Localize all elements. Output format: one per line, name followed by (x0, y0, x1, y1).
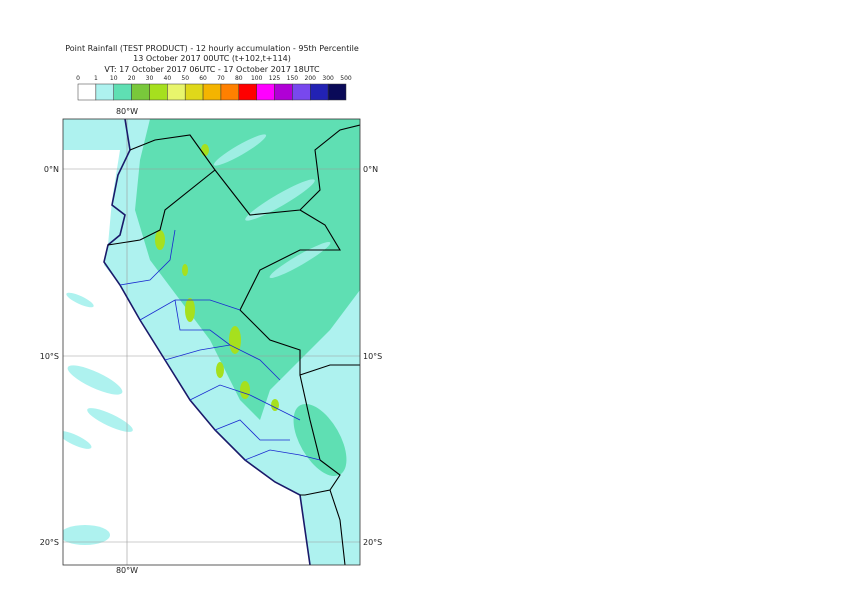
lat-label: 0°N (44, 165, 59, 174)
ocean-rain (63, 292, 360, 565)
lat-label: 10°S (40, 352, 59, 361)
colorbar-swatch (220, 83, 240, 101)
subtitle: 13 October 2017 00UTC (t+102,t+114) (133, 54, 291, 63)
subtitle: VT: 17 October 2017 06UTC - 17 October 2… (104, 65, 320, 74)
lat-label: 20°S (40, 538, 59, 547)
colorbar-label: 60 (199, 75, 207, 82)
heavy-rain (155, 144, 279, 411)
colorbar: 0 1 10 20 30 40 50 60 70 80 100 125 150 200 300 500 (76, 75, 352, 101)
region-borders (119, 229, 321, 461)
colorbar-label: 30 (146, 75, 154, 82)
colorbar-label: 20 (128, 75, 136, 82)
colorbar-swatch (310, 83, 329, 101)
colorbar-label: 100 (251, 75, 263, 82)
lon-label: 80°W (116, 566, 138, 575)
colorbar-swatch (113, 83, 132, 101)
rain-area (135, 119, 360, 477)
map-frame (62, 118, 361, 566)
colorbar-swatch (274, 83, 293, 101)
colorbar-swatch (256, 83, 275, 101)
colorbar-label: 10 (110, 75, 118, 82)
colorbar-label: 200 (305, 75, 317, 82)
colorbar-label: 50 (181, 75, 189, 82)
colorbar-swatch (131, 83, 150, 101)
colorbar-swatch (95, 83, 114, 101)
lon-label: 80°W (116, 107, 138, 116)
map (63, 119, 360, 565)
lat-label: 10°S (363, 352, 382, 361)
colorbar-label: 70 (217, 75, 225, 82)
rain-streaks (213, 134, 331, 279)
colorbar-label: 125 (269, 75, 281, 82)
colorbar-swatch (149, 83, 168, 101)
colorbar-swatch (327, 83, 347, 101)
colorbar-swatch (202, 83, 222, 101)
colorbar-swatch (184, 83, 204, 101)
colorbar-swatch (292, 83, 311, 101)
colorbar-swatch (77, 83, 97, 101)
graticule (63, 119, 360, 565)
colorbar-label: 40 (164, 75, 172, 82)
coastline (103, 119, 311, 565)
title: Point Rainfall (TEST PRODUCT) - 12 hourl… (65, 44, 359, 53)
colorbar-label: 80 (235, 75, 243, 82)
ocean (63, 150, 310, 565)
lat-label: 20°S (363, 538, 382, 547)
colorbar-label: 500 (340, 75, 352, 82)
lat-label: 0°N (363, 165, 378, 174)
colorbar-swatch (238, 83, 257, 101)
colorbar-swatch (167, 83, 186, 101)
colorbar-label: 0 (76, 75, 80, 82)
colorbar-label: 1 (94, 75, 98, 82)
colorbar-label: 150 (287, 75, 299, 82)
colorbar-label: 300 (322, 75, 334, 82)
